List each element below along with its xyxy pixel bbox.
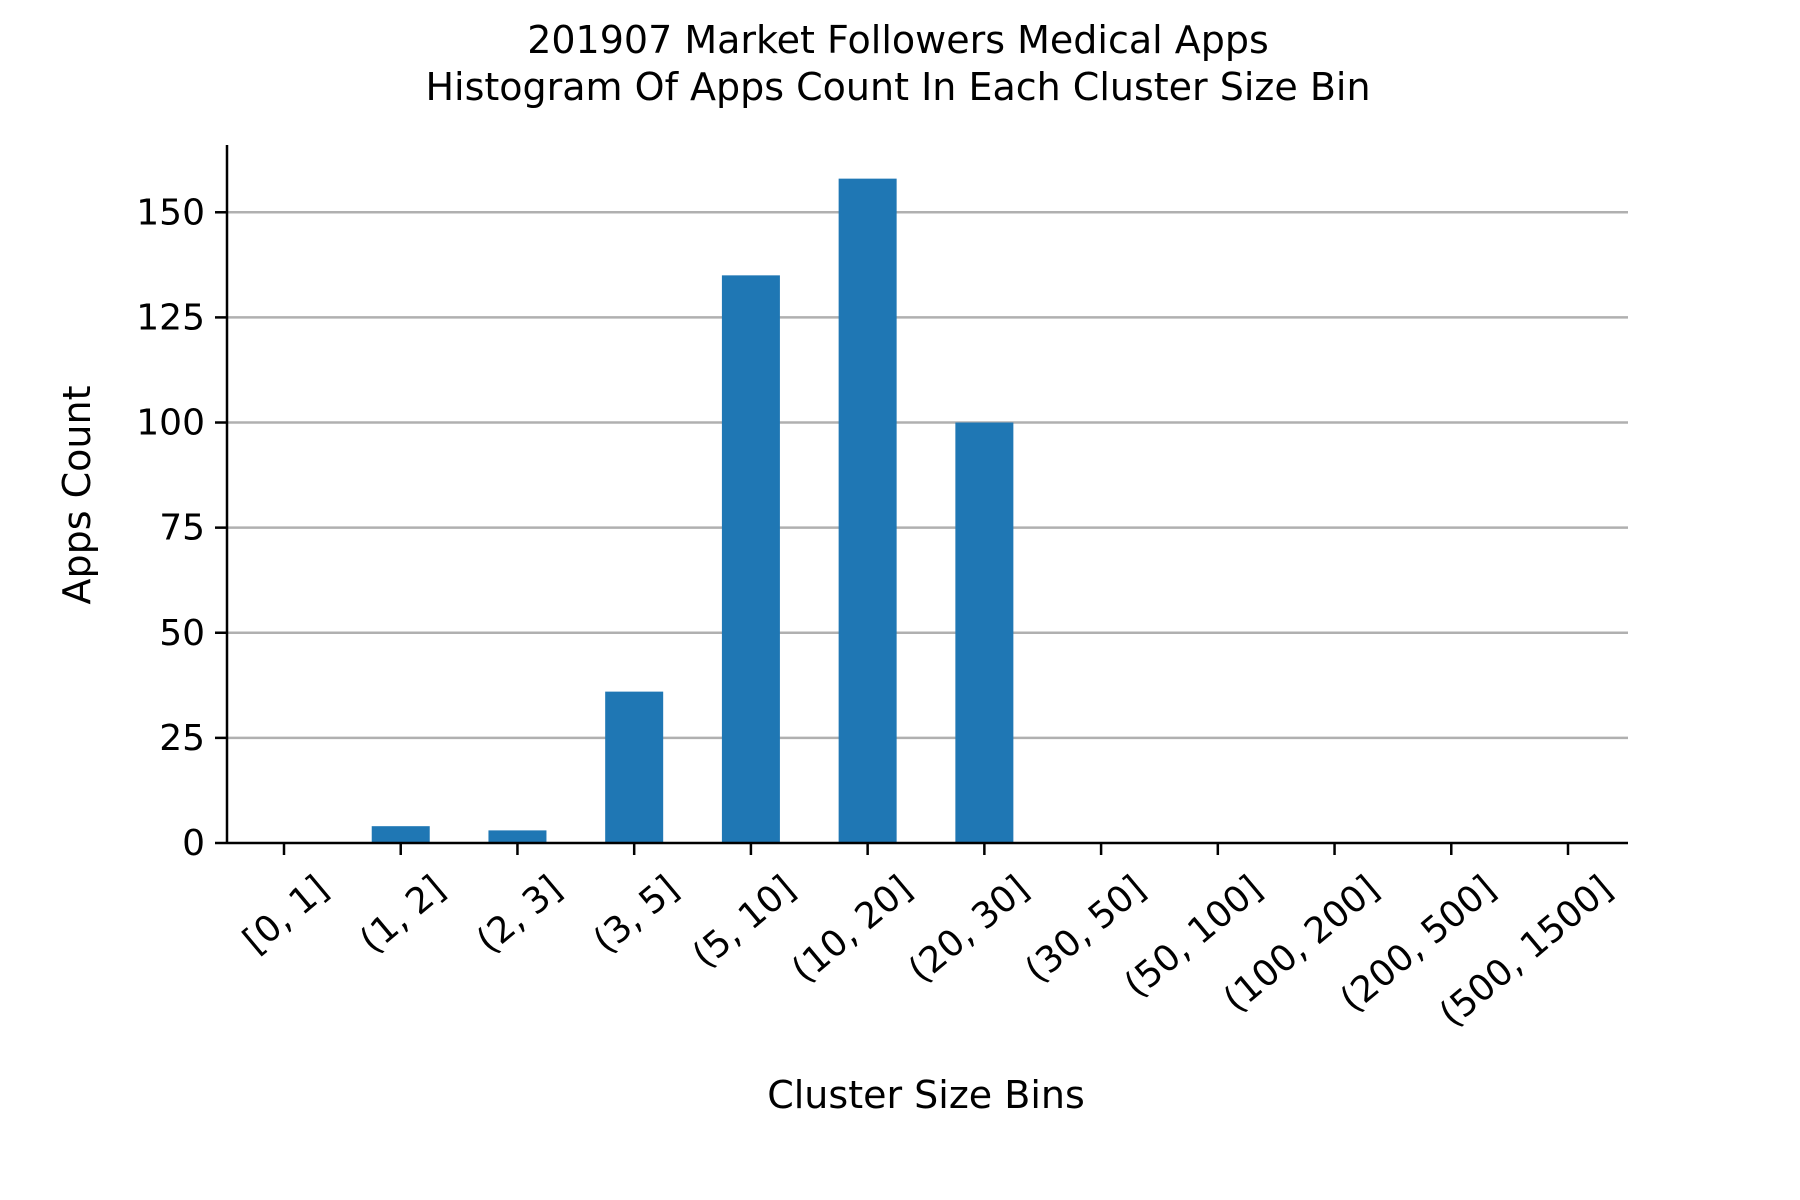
bar-2 bbox=[488, 830, 547, 843]
y-axis-label: Apps Count bbox=[55, 386, 99, 605]
x-axis-label: Cluster Size Bins bbox=[767, 1073, 1085, 1117]
gridlines bbox=[227, 211, 1628, 740]
chart-title: 201907 Market Followers Medical Apps bbox=[527, 18, 1269, 62]
bar-3 bbox=[605, 691, 664, 843]
y-tick-label-50: 50 bbox=[159, 613, 205, 654]
y-tick-label-150: 150 bbox=[136, 192, 205, 233]
y-tick-label-75: 75 bbox=[159, 508, 205, 549]
chart-subtitle: Histogram Of Apps Count In Each Cluster … bbox=[425, 65, 1370, 109]
bars bbox=[371, 178, 1014, 844]
bar-5 bbox=[838, 178, 897, 843]
bar-1 bbox=[371, 826, 430, 843]
bar-4 bbox=[721, 275, 780, 844]
y-tick-label-125: 125 bbox=[136, 297, 205, 338]
bar-6 bbox=[955, 422, 1014, 843]
y-tick-label-0: 0 bbox=[182, 823, 205, 864]
y-tick-label-25: 25 bbox=[159, 718, 205, 759]
axes bbox=[225, 145, 1628, 845]
y-tick-label-100: 100 bbox=[136, 403, 205, 444]
y-ticks: 0 25 50 75 100 125 150 bbox=[136, 192, 227, 864]
